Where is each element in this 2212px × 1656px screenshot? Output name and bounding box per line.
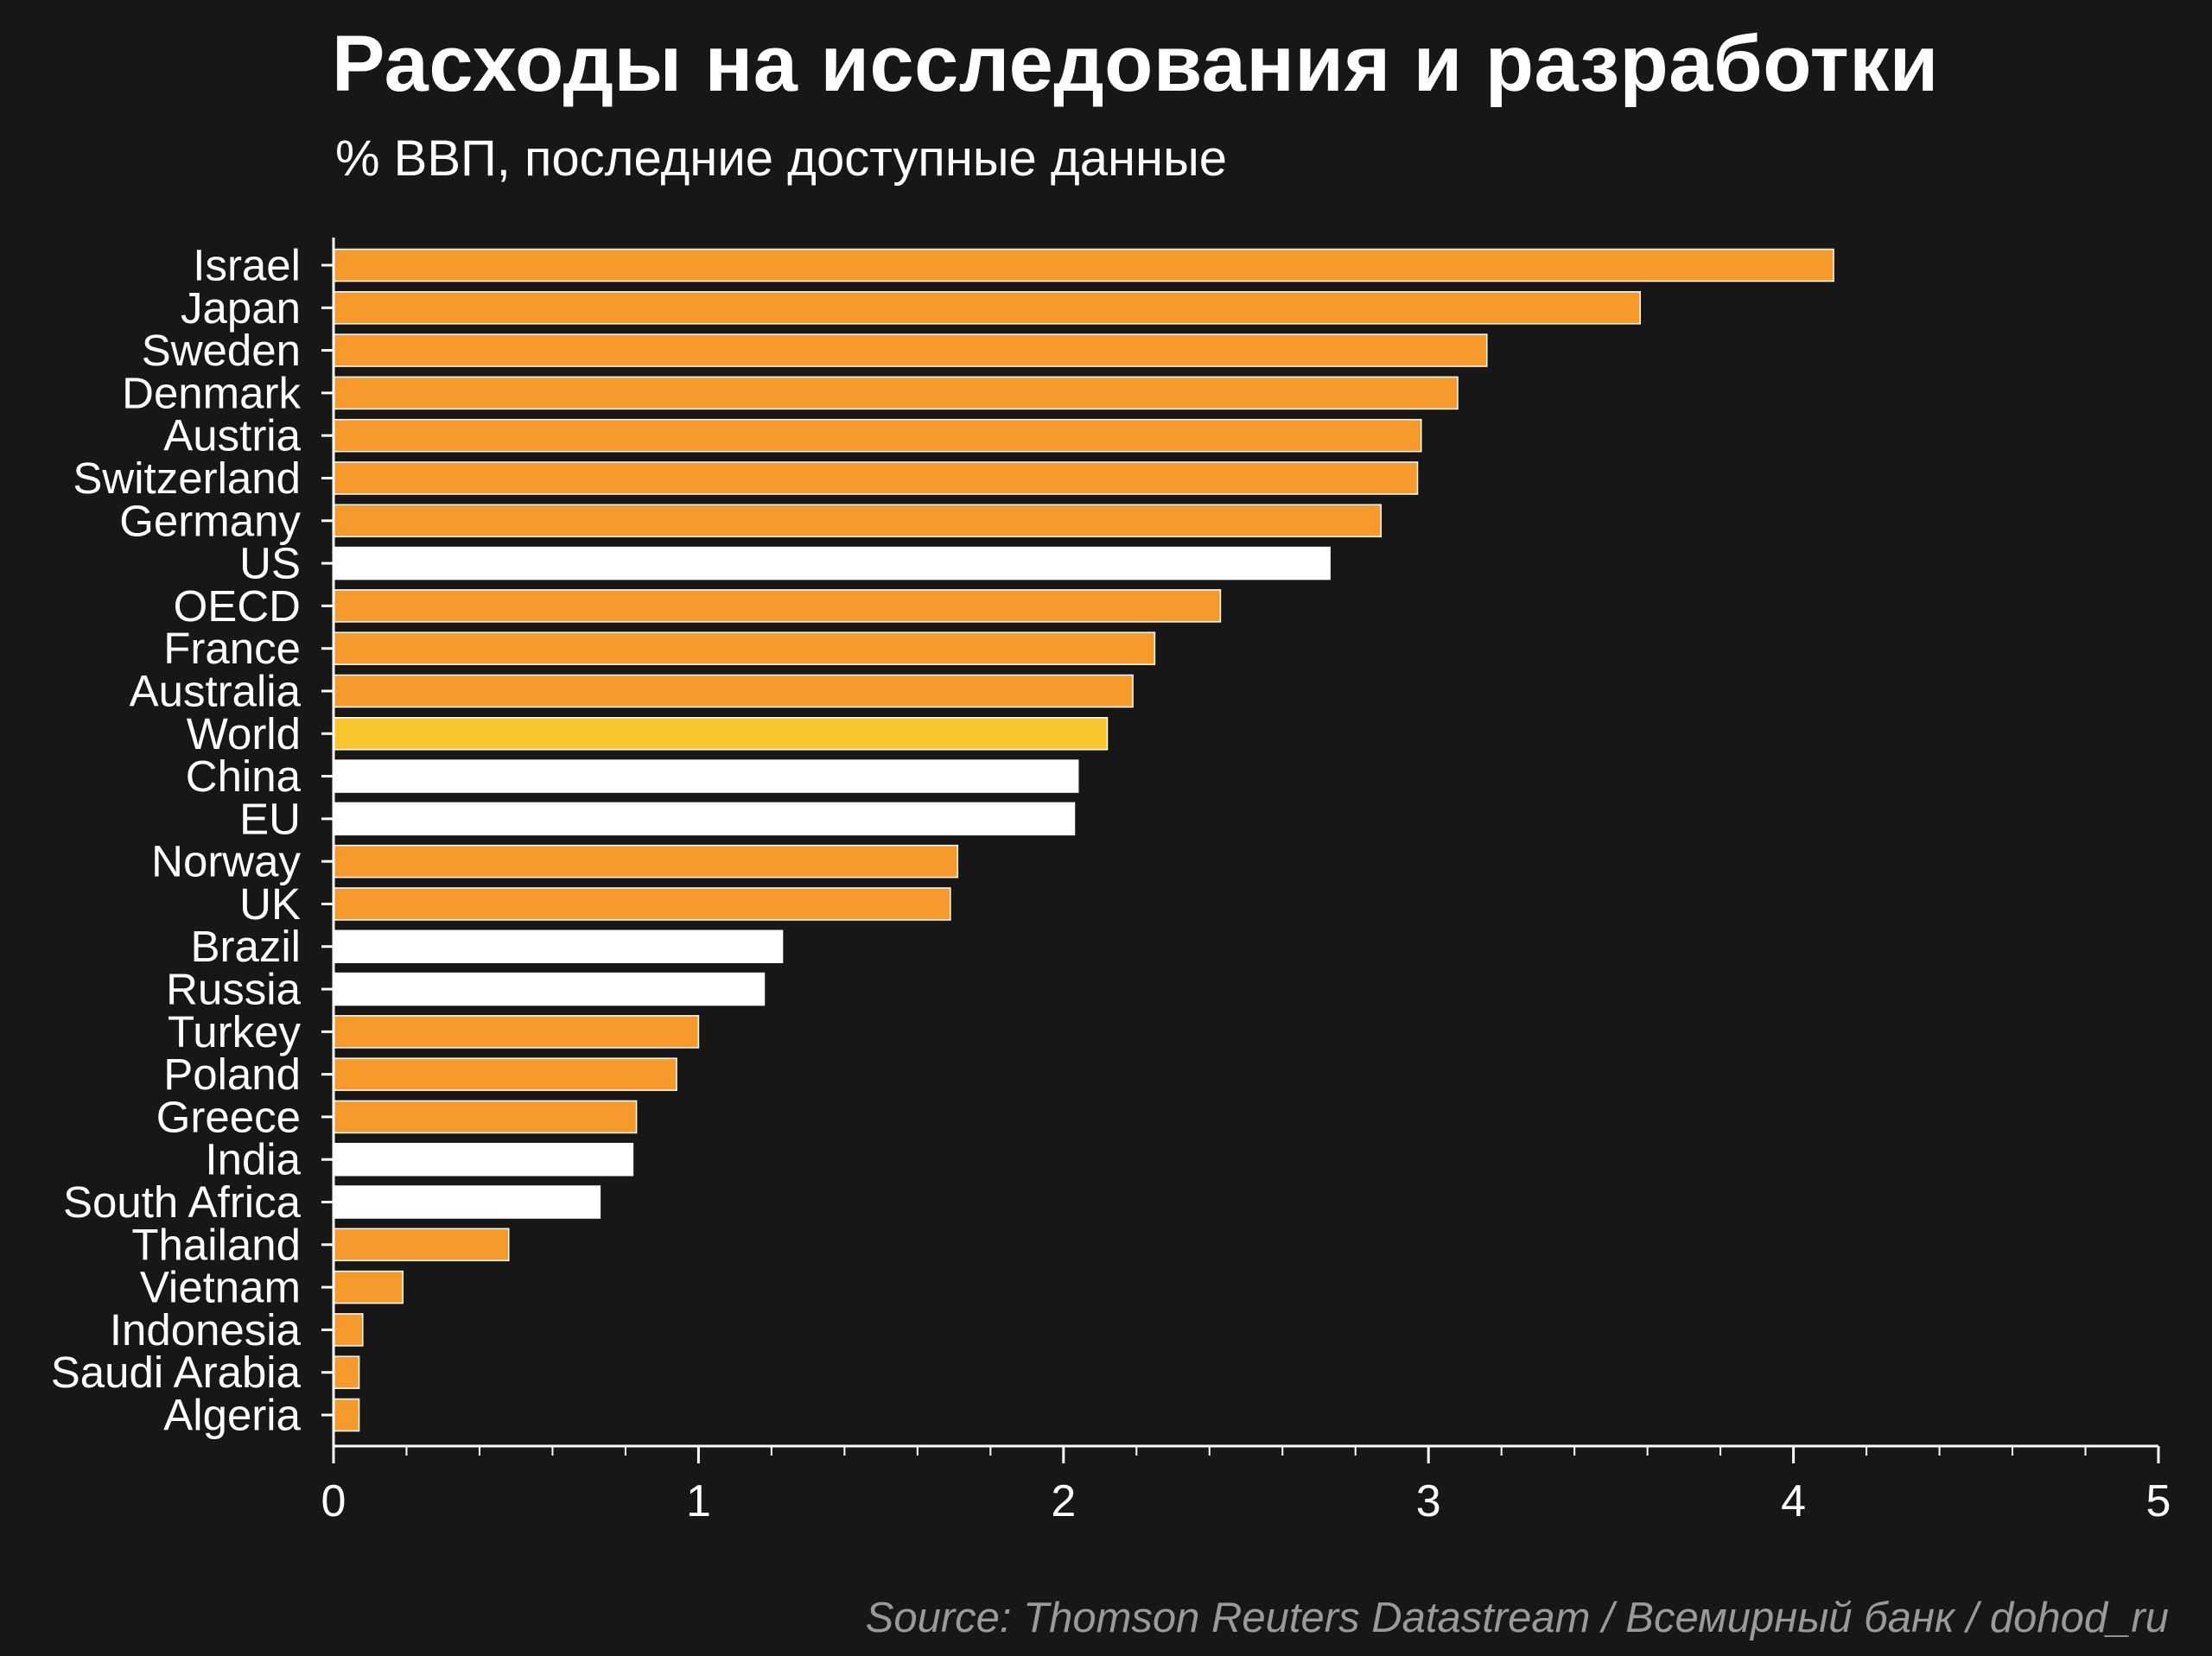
category-label-norway: Norway: [151, 837, 301, 886]
category-label-oecd: OECD: [174, 581, 301, 631]
x-tick-label: 0: [321, 1476, 346, 1526]
category-label-russia: Russia: [166, 965, 302, 1014]
x-tick-label: 1: [686, 1476, 711, 1526]
bar-south-africa: [333, 1185, 601, 1219]
category-label-eu: EU: [239, 794, 301, 843]
bar-norway: [333, 844, 959, 879]
bar-brazil: [333, 930, 784, 963]
category-label-australia: Australia: [130, 666, 302, 715]
x-tick-label: 5: [2146, 1476, 2171, 1526]
bars-layer: [333, 248, 1834, 1432]
category-label-france: France: [163, 624, 301, 673]
bar-germany: [333, 504, 1382, 538]
bar-indonesia: [333, 1313, 364, 1347]
category-label-us: US: [239, 539, 301, 588]
category-label-poland: Poland: [163, 1050, 301, 1099]
bar-turkey: [333, 1015, 700, 1049]
category-label-brazil: Brazil: [190, 922, 301, 971]
bar-saudi-arabia: [333, 1355, 360, 1389]
category-label-germany: Germany: [119, 496, 301, 545]
category-label-indonesia: Indonesia: [110, 1305, 302, 1355]
category-label-uk: UK: [239, 879, 301, 929]
category-label-denmark: Denmark: [122, 368, 301, 417]
source-note: Source: Thomson Reuters Datastream / Все…: [865, 1595, 2169, 1641]
bar-oecd: [333, 589, 1222, 623]
bar-india: [333, 1142, 634, 1177]
bar-uk: [333, 887, 951, 921]
x-tick-label: 4: [1781, 1476, 1806, 1526]
category-label-vietnam: Vietnam: [140, 1263, 301, 1312]
category-label-world: World: [187, 709, 301, 758]
category-label-algeria: Algeria: [163, 1391, 301, 1440]
bar-japan: [333, 291, 1641, 325]
bar-denmark: [333, 376, 1459, 410]
chart-title: Расходы на исследования и разработки: [332, 20, 1939, 108]
bar-eu: [333, 802, 1076, 836]
bar-algeria: [333, 1398, 360, 1432]
category-label-japan: Japan: [181, 283, 301, 333]
bar-switzerland: [333, 461, 1419, 495]
bar-world: [333, 717, 1109, 751]
category-label-switzerland: Switzerland: [73, 454, 301, 503]
category-label-greece: Greece: [156, 1092, 301, 1141]
category-label-thailand: Thailand: [131, 1220, 301, 1269]
x-tick-labels: 0 1 2 3 4 5: [321, 1476, 2171, 1526]
bar-israel: [333, 248, 1834, 282]
bar-russia: [333, 972, 766, 1006]
bar-france: [333, 631, 1156, 665]
category-labels: IsraelJapanSwedenDenmarkAustriaSwitzerla…: [51, 241, 302, 1440]
bar-china: [333, 759, 1079, 793]
bar-australia: [333, 674, 1134, 708]
category-label-china: China: [186, 752, 302, 801]
category-label-sweden: Sweden: [142, 326, 301, 375]
bar-us: [333, 546, 1331, 581]
bar-vietnam: [333, 1270, 404, 1304]
category-label-israel: Israel: [193, 241, 301, 290]
bar-poland: [333, 1057, 677, 1091]
category-label-india: India: [205, 1135, 301, 1184]
bar-thailand: [333, 1228, 510, 1262]
category-label-austria: Austria: [163, 411, 301, 460]
bar-greece: [333, 1100, 638, 1134]
bar-sweden: [333, 333, 1488, 367]
bar-austria: [333, 418, 1422, 453]
axes: [321, 238, 2160, 1463]
category-label-saudi-arabia: Saudi Arabia: [51, 1348, 302, 1397]
category-label-south-africa: South Africa: [63, 1177, 302, 1227]
chart-subtitle: % ВВП, последние доступные данные: [335, 130, 1228, 187]
x-tick-label: 2: [1051, 1476, 1076, 1526]
x-tick-label: 3: [1416, 1476, 1441, 1526]
category-label-turkey: Turkey: [168, 1007, 301, 1056]
